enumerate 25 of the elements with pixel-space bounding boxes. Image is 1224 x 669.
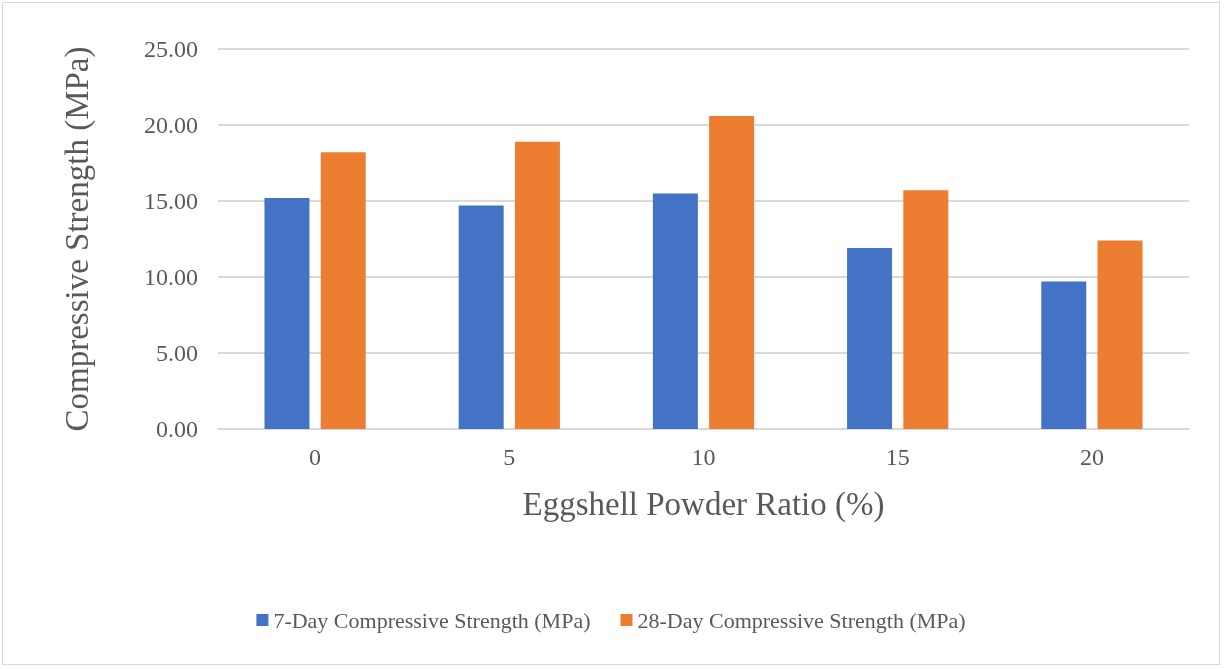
bar bbox=[709, 115, 755, 429]
bar bbox=[1041, 281, 1087, 429]
x-tick-label: 10 bbox=[691, 444, 716, 470]
bar bbox=[1097, 240, 1143, 429]
bar bbox=[264, 197, 310, 429]
x-tick-label: 15 bbox=[885, 444, 910, 470]
y-tick-label: 5.00 bbox=[156, 340, 198, 366]
y-tick-label: 10.00 bbox=[144, 264, 198, 290]
bar bbox=[903, 190, 949, 429]
bar bbox=[320, 152, 366, 429]
x-tick-label: 20 bbox=[1079, 444, 1104, 470]
x-tick-label: 5 bbox=[503, 444, 516, 470]
y-tick-label: 25.00 bbox=[144, 36, 198, 62]
y-axis-title: Compressive Strength (MPa) bbox=[58, 46, 96, 432]
legend-label: 28-Day Compressive Strength (MPa) bbox=[637, 607, 966, 633]
y-tick-label: 15.00 bbox=[144, 188, 198, 214]
x-axis-title: Eggshell Powder Ratio (%) bbox=[522, 485, 885, 523]
bar bbox=[514, 141, 560, 429]
bar bbox=[458, 205, 504, 429]
bar bbox=[652, 193, 698, 429]
y-tick-label: 0.00 bbox=[156, 416, 198, 442]
legend-label: 7-Day Compressive Strength (MPa) bbox=[273, 607, 591, 633]
bar bbox=[847, 248, 893, 429]
y-tick-label: 20.00 bbox=[144, 112, 198, 138]
x-tick-label: 0 bbox=[309, 444, 322, 470]
